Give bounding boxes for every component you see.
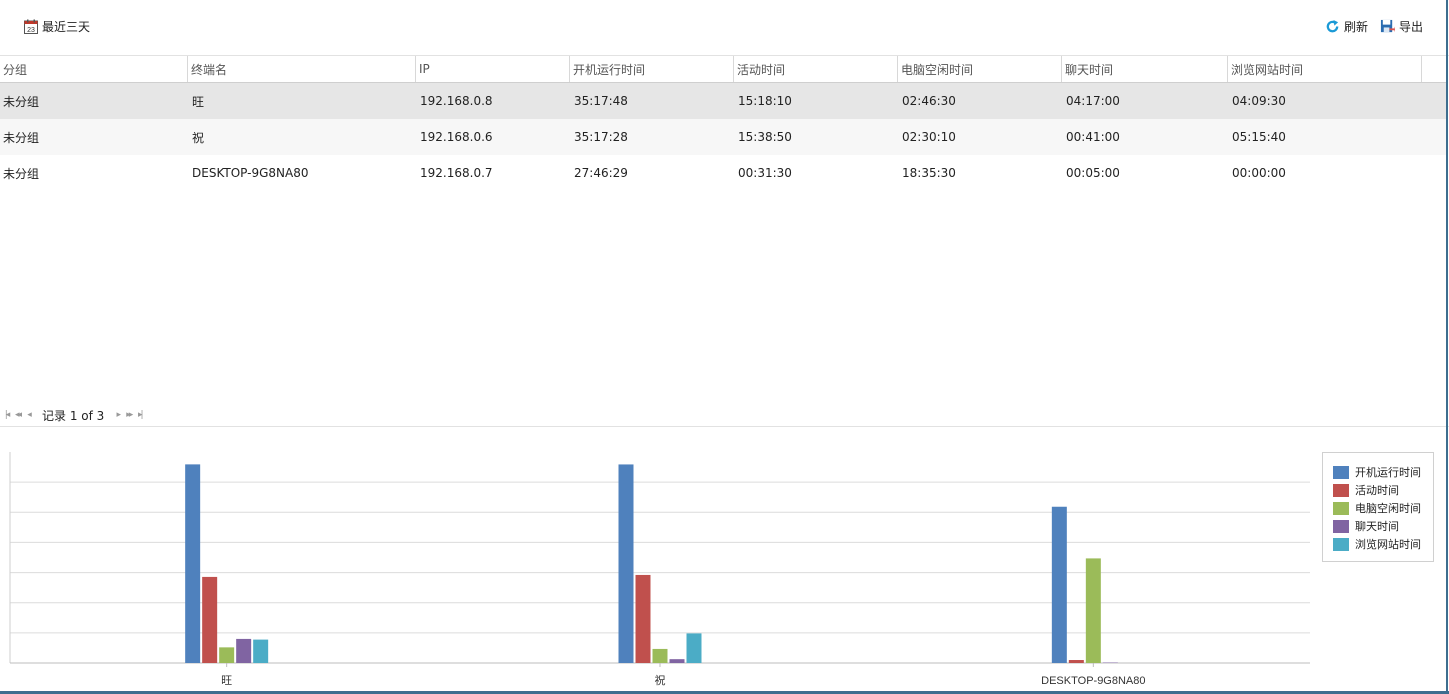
bar bbox=[253, 639, 269, 663]
x-tick-label: DESKTOP-9G8NA80 bbox=[1041, 675, 1145, 687]
data-grid: 分组 终端名 IP 开机运行时间 活动时间 电脑空闲时间 聊天时间 浏览网站时间… bbox=[0, 56, 1446, 191]
window-border-bottom bbox=[0, 691, 1449, 694]
cell-chat: 00:05:00 bbox=[1066, 166, 1120, 180]
cell-ip: 192.168.0.8 bbox=[420, 94, 493, 108]
bar bbox=[635, 574, 651, 663]
prev-page-icon[interactable]: ◂ bbox=[27, 410, 32, 420]
column-header-browse[interactable]: 浏览网站时间 bbox=[1227, 56, 1422, 82]
cell-chat: 00:41:00 bbox=[1066, 130, 1120, 144]
pager: |◂ ◂◂ ◂ 记录 1 of 3 ▸ ▸▸ ▸| bbox=[0, 404, 1449, 426]
cell-active: 00:31:30 bbox=[738, 166, 792, 180]
table-row[interactable]: 未分组 旺 192.168.0.8 35:17:48 15:18:10 02:4… bbox=[0, 83, 1446, 119]
legend-item[interactable]: 浏览网站时间 bbox=[1333, 536, 1421, 552]
window-border-right bbox=[1446, 0, 1448, 694]
bar bbox=[1051, 506, 1067, 663]
date-range-label: 最近三天 bbox=[42, 20, 91, 34]
table-row[interactable]: 未分组 祝 192.168.0.6 35:17:28 15:38:50 02:3… bbox=[0, 119, 1446, 155]
toolbar: 23 最近三天 刷新 导出 bbox=[0, 0, 1449, 56]
legend-label: 开机运行时间 bbox=[1355, 466, 1421, 479]
cell-idle: 02:30:10 bbox=[902, 130, 956, 144]
calendar-icon-day: 23 bbox=[27, 27, 35, 34]
cell-group: 未分组 bbox=[3, 166, 40, 181]
cell-active: 15:18:10 bbox=[738, 94, 792, 108]
legend-item[interactable]: 聊天时间 bbox=[1333, 518, 1399, 534]
cell-ip: 192.168.0.6 bbox=[420, 130, 493, 144]
refresh-icon bbox=[1326, 19, 1339, 33]
legend-label: 电脑空闲时间 bbox=[1355, 502, 1421, 515]
cell-browse: 00:00:00 bbox=[1232, 166, 1286, 180]
cell-idle: 02:46:30 bbox=[902, 94, 956, 108]
calendar-icon: 23 bbox=[24, 19, 38, 34]
legend-swatch bbox=[1333, 483, 1349, 497]
column-header-ip[interactable]: IP bbox=[415, 56, 569, 82]
export-button[interactable]: 导出 bbox=[1380, 18, 1423, 35]
column-header-idle[interactable]: 电脑空闲时间 bbox=[897, 56, 1061, 82]
cell-browse: 05:15:40 bbox=[1232, 130, 1286, 144]
column-header-terminal[interactable]: 终端名 bbox=[187, 56, 415, 82]
legend-label: 聊天时间 bbox=[1355, 520, 1399, 533]
bar bbox=[202, 576, 218, 663]
legend-label: 浏览网站时间 bbox=[1355, 538, 1421, 551]
chart-legend: 开机运行时间 活动时间 电脑空闲时间 聊天时间 浏览网站时间 bbox=[1322, 452, 1434, 562]
pager-record-text: 记录 1 of 3 bbox=[42, 408, 105, 423]
cell-active: 15:38:50 bbox=[738, 130, 792, 144]
bar bbox=[1085, 558, 1101, 663]
legend-swatch bbox=[1333, 537, 1349, 551]
legend-swatch bbox=[1333, 501, 1349, 515]
cell-chat: 04:17:00 bbox=[1066, 94, 1120, 108]
cell-group: 未分组 bbox=[3, 94, 40, 109]
cell-terminal: DESKTOP-9G8NA80 bbox=[192, 166, 309, 180]
x-tick-label: 祝 bbox=[655, 673, 666, 687]
cell-uptime: 35:17:48 bbox=[574, 94, 628, 108]
bar bbox=[652, 648, 668, 663]
bar bbox=[1068, 660, 1084, 663]
last-page-icon[interactable]: ▸| bbox=[138, 410, 144, 420]
legend-swatch bbox=[1333, 465, 1349, 479]
bar-chart: 旺 祝 DESKTOP-9G8NA80 bbox=[9, 452, 1310, 687]
export-icon bbox=[1380, 19, 1395, 33]
cell-uptime: 35:17:28 bbox=[574, 130, 628, 144]
bar bbox=[686, 633, 702, 663]
refresh-button[interactable]: 刷新 bbox=[1325, 18, 1368, 35]
legend-item[interactable]: 活动时间 bbox=[1333, 482, 1399, 498]
bar bbox=[669, 659, 685, 663]
legend-swatch bbox=[1333, 519, 1349, 533]
cell-idle: 18:35:30 bbox=[902, 166, 956, 180]
cell-terminal: 旺 bbox=[192, 94, 205, 109]
column-header-uptime[interactable]: 开机运行时间 bbox=[569, 56, 733, 82]
column-header-chat[interactable]: 聊天时间 bbox=[1061, 56, 1227, 82]
bar bbox=[618, 464, 634, 663]
column-header-active[interactable]: 活动时间 bbox=[733, 56, 897, 82]
legend-item[interactable]: 电脑空闲时间 bbox=[1333, 500, 1421, 516]
divider bbox=[0, 426, 1449, 427]
date-range-button[interactable]: 23 最近三天 bbox=[24, 18, 90, 35]
cell-group: 未分组 bbox=[3, 130, 40, 145]
next-page-icon[interactable]: ▸ bbox=[116, 410, 122, 420]
x-tick-label: 旺 bbox=[221, 675, 232, 687]
bar bbox=[236, 638, 252, 663]
column-header-group[interactable]: 分组 bbox=[3, 62, 28, 77]
bar bbox=[219, 647, 235, 663]
prev-page-fast-icon[interactable]: ◂◂ bbox=[14, 410, 22, 420]
legend-label: 活动时间 bbox=[1355, 484, 1399, 497]
legend-item[interactable]: 开机运行时间 bbox=[1333, 464, 1421, 480]
grid-header: 分组 终端名 IP 开机运行时间 活动时间 电脑空闲时间 聊天时间 浏览网站时间 bbox=[0, 56, 1446, 83]
table-row[interactable]: 未分组 DESKTOP-9G8NA80 192.168.0.7 27:46:29… bbox=[0, 155, 1446, 191]
cell-terminal: 祝 bbox=[192, 130, 205, 145]
cell-browse: 04:09:30 bbox=[1232, 94, 1286, 108]
first-page-icon[interactable]: |◂ bbox=[4, 410, 11, 420]
next-page-fast-icon[interactable]: ▸▸ bbox=[126, 410, 133, 420]
bar bbox=[185, 464, 201, 663]
cell-ip: 192.168.0.7 bbox=[420, 166, 493, 180]
cell-uptime: 27:46:29 bbox=[574, 166, 628, 180]
export-label: 导出 bbox=[1398, 20, 1423, 34]
refresh-label: 刷新 bbox=[1343, 20, 1368, 34]
